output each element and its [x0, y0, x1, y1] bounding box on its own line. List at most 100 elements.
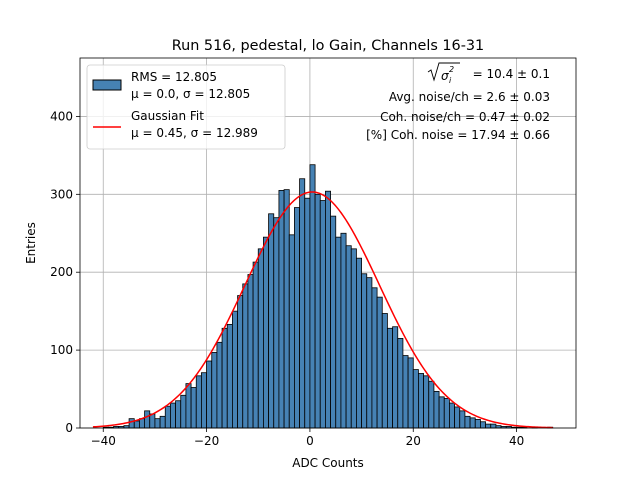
axes-frame — [79, 57, 577, 429]
histogram-bar — [221, 327, 228, 429]
histogram-bar — [211, 352, 218, 429]
histogram-bar — [428, 380, 435, 429]
histogram-bar — [371, 287, 378, 429]
histogram-bar — [443, 397, 450, 429]
histogram-bar — [366, 277, 373, 429]
histogram-bar — [469, 417, 476, 429]
y-axis-label: Entries — [24, 222, 38, 264]
histogram-bar — [392, 326, 399, 429]
histogram-bar — [381, 313, 388, 429]
histogram-bar — [361, 273, 368, 429]
histogram-bar — [319, 200, 326, 429]
histogram-bar — [309, 164, 316, 429]
histogram-bar — [407, 357, 414, 429]
histogram-bar — [154, 418, 161, 429]
histogram-bar — [190, 387, 197, 429]
y-tick-label: 300 — [50, 187, 73, 201]
histogram-bar — [283, 189, 290, 429]
histogram-bar — [345, 245, 352, 429]
histogram-bar — [314, 193, 321, 429]
histogram-bar — [423, 375, 430, 429]
histogram-bar — [170, 402, 176, 429]
histogram-bar — [449, 402, 455, 429]
x-tick-label: −20 — [194, 434, 219, 448]
histogram-bar — [263, 236, 269, 429]
x-ticks: −40 −20 0 20 40 — [91, 428, 524, 448]
sigma-superscript: 2 — [449, 65, 454, 74]
annotation-block: σ 2 i = 10.4 ± 0.1 Avg. noise/ch = 2.6 ±… — [366, 62, 550, 142]
legend-fit-label-line2: μ = 0.45, σ = 12.989 — [131, 126, 258, 140]
histogram-bar — [438, 396, 445, 429]
x-tick-label: 0 — [306, 434, 314, 448]
y-tick-label: 100 — [50, 343, 73, 357]
histogram-bar — [412, 369, 419, 429]
histogram-bar — [195, 375, 202, 429]
histogram-bar — [490, 423, 497, 429]
histogram-bar — [226, 323, 233, 429]
histogram-bar — [164, 405, 171, 429]
histogram-bar — [335, 236, 342, 429]
x-tick-label: −40 — [91, 434, 116, 448]
x-tick-label: 40 — [509, 434, 524, 448]
sigma-subscript: i — [449, 76, 452, 85]
annotation-line3: Coh. noise/ch = 0.47 ± 0.02 — [380, 110, 550, 124]
histogram-bar — [252, 261, 259, 429]
legend-histogram-label-line1: RMS = 12.805 — [131, 70, 217, 84]
histogram-bar — [294, 207, 300, 429]
histogram-bar — [180, 394, 187, 429]
histogram-bar — [387, 327, 393, 429]
y-tick-label: 200 — [50, 265, 73, 279]
legend-histogram-swatch — [92, 79, 122, 91]
histogram-bar — [237, 295, 244, 429]
histogram-bar — [242, 283, 249, 429]
annotation-line1: = 10.4 ± 0.1 — [469, 67, 550, 81]
histogram-bar — [149, 413, 156, 429]
x-axis-label: ADC Counts — [292, 456, 364, 470]
histogram-bar — [433, 390, 440, 429]
histogram-bar — [128, 418, 135, 429]
histogram-bar — [268, 213, 275, 429]
histogram-bar — [330, 215, 337, 429]
histogram-bar — [216, 341, 223, 429]
histogram-bar — [185, 383, 192, 429]
legend-histogram-label-line2: μ = 0.0, σ = 12.805 — [131, 87, 250, 101]
sigma-symbol: σ — [441, 69, 449, 83]
histogram-bar — [288, 234, 295, 429]
legend-fit-label-line1: Gaussian Fit — [131, 109, 204, 123]
sqrt-symbol-icon — [427, 62, 460, 82]
histogram-bar — [247, 274, 254, 429]
annotation-line4: [%] Coh. noise = 17.94 ± 0.66 — [366, 128, 550, 142]
histogram-bar — [376, 296, 383, 429]
histogram-bar — [464, 415, 471, 429]
histogram-bar — [232, 310, 238, 429]
histogram-bar — [304, 197, 311, 429]
histogram-bar — [133, 420, 140, 429]
chart-title: Run 516, pedestal, lo Gain, Channels 16-… — [172, 38, 484, 54]
annotation-line2: Avg. noise/ch = 2.6 ± 0.03 — [389, 90, 550, 104]
histogram-bar — [459, 410, 466, 429]
y-ticks: 0 100 200 300 400 — [50, 109, 80, 435]
histogram-bar — [299, 178, 306, 429]
histogram-bar — [474, 419, 481, 429]
histogram-bar — [257, 248, 264, 429]
histogram-bar — [350, 248, 357, 429]
histogram-bar — [325, 190, 331, 429]
histogram-bar — [340, 232, 347, 429]
histogram-bar — [356, 257, 362, 429]
histogram-bar — [480, 421, 486, 429]
histogram-bar — [278, 190, 285, 429]
histogram-bar — [206, 360, 213, 429]
annotation-sigma-sqrt: σ 2 i — [427, 62, 460, 85]
histogram-bar — [485, 423, 492, 429]
histogram-bar — [397, 338, 404, 429]
histogram-bar — [175, 400, 182, 429]
gaussian-fit-line — [92, 191, 553, 429]
y-tick-label: 400 — [50, 109, 73, 123]
histogram-bar — [144, 410, 151, 429]
histogram-bar — [273, 217, 280, 429]
legend: RMS = 12.805 μ = 0.0, σ = 12.805 Gaussia… — [86, 64, 286, 150]
histogram-bar — [139, 418, 145, 429]
histogram-bar — [402, 355, 409, 429]
x-tick-label: 20 — [406, 434, 421, 448]
